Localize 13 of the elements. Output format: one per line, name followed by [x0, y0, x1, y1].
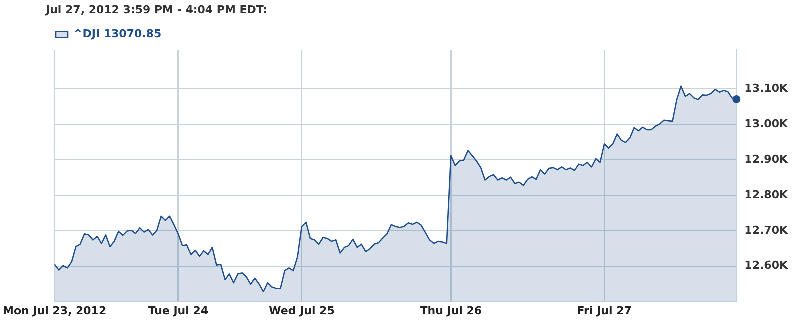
y-tick-label: 12.60K — [744, 259, 788, 272]
x-tick-label: Tue Jul 24 — [148, 304, 209, 318]
y-tick-label: 12.90K — [744, 152, 788, 166]
x-tick-label: Thu Jul 26 — [420, 304, 482, 318]
y-tick-label: 13.00K — [744, 117, 788, 130]
chart-title: Jul 27, 2012 3:59 PM - 4:04 PM EDT: — [45, 3, 268, 16]
y-tick-label: 12.80K — [744, 188, 788, 202]
x-tick-label: Fri Jul 27 — [577, 304, 632, 318]
y-tick-label: 12.70K — [744, 224, 788, 237]
legend-label: ^DJI 13070.85 — [74, 28, 162, 41]
x-tick-label: Mon Jul 23, 2012 — [2, 304, 107, 318]
x-tick-label: Wed Jul 25 — [269, 304, 335, 318]
y-tick-label: 13.10K — [744, 82, 788, 96]
